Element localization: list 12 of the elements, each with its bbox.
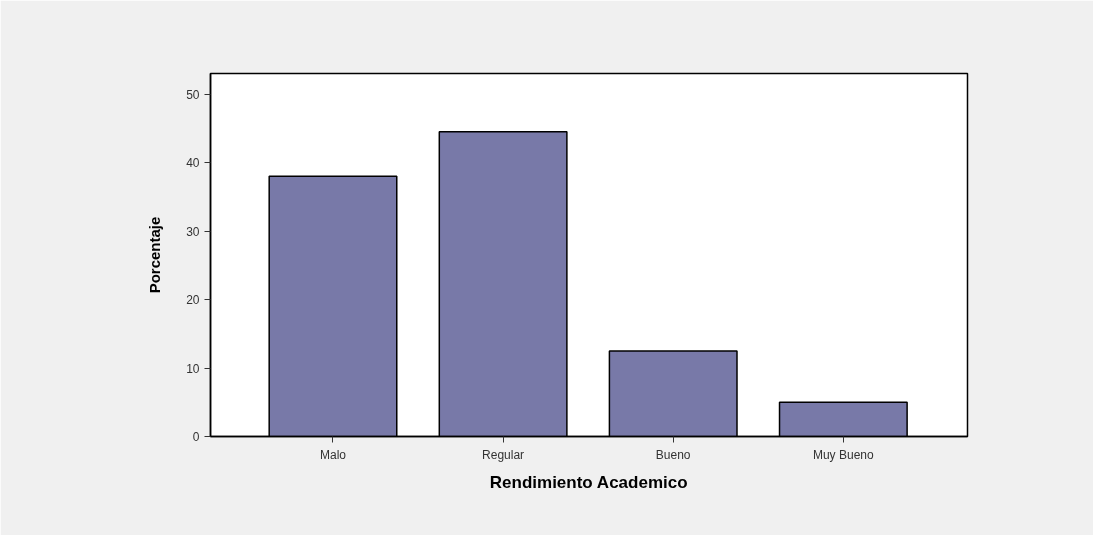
x-axis-title: Rendimiento Academico [489, 472, 688, 492]
y-tick-label: 50 [186, 87, 200, 102]
y-tick-label: 20 [186, 293, 200, 308]
x-tick-label: Regular [482, 447, 525, 462]
x-tick-label: Bueno [655, 447, 691, 462]
y-tick-label: 40 [186, 156, 200, 171]
y-tick-label: 0 [192, 430, 200, 444]
y-tick-label: 30 [186, 224, 200, 239]
y-axis-title: Porcentaje [146, 216, 164, 294]
y-tick-label: 10 [186, 361, 200, 376]
x-tick-label: Malo [319, 447, 347, 462]
x-tick-label: Muy Bueno [812, 447, 874, 462]
